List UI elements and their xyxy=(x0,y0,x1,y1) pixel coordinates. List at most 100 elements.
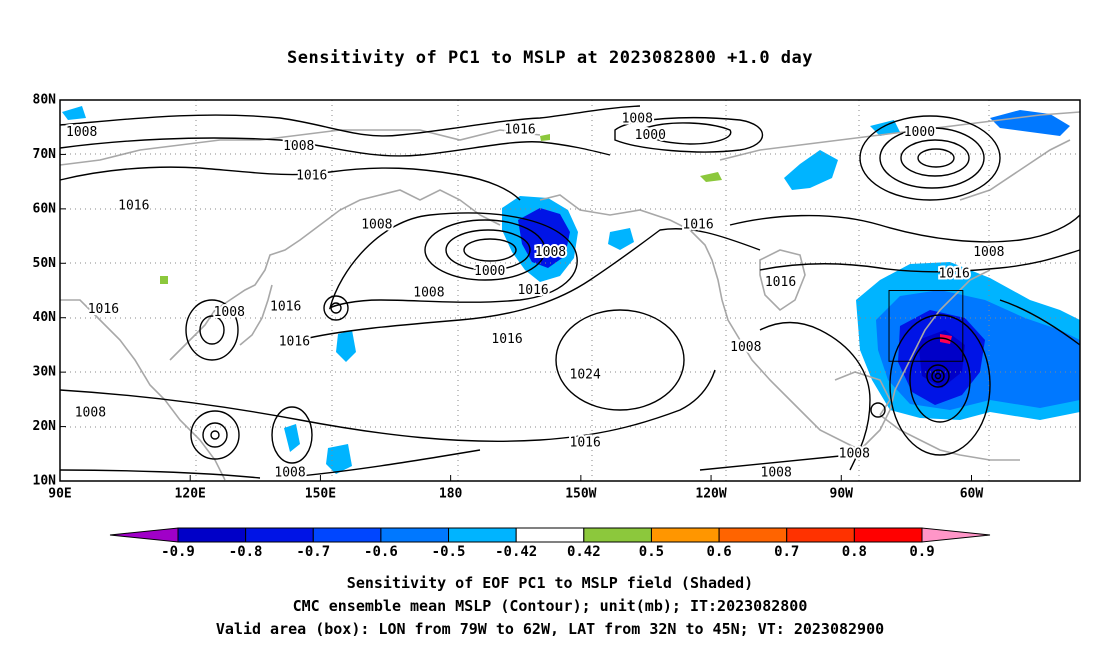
contour-label: 1016 xyxy=(517,283,548,298)
contour-line xyxy=(644,122,732,145)
shade-arctic-sea-light xyxy=(62,106,86,120)
contour-ring xyxy=(190,410,240,460)
coast-japan xyxy=(239,284,273,346)
contour-ring xyxy=(323,295,349,321)
shade-green-3 xyxy=(160,276,168,284)
contour-label: 1008 xyxy=(730,340,761,355)
coast-hudson-bay xyxy=(759,249,806,312)
colorbar-swatch xyxy=(177,527,247,543)
contour-line xyxy=(729,214,1081,243)
shade-pacific-south-light xyxy=(326,444,352,474)
colorbar-swatch xyxy=(380,527,450,543)
colorbar-tick-label: 0.9 xyxy=(909,544,934,560)
lon-tick-label: 150E xyxy=(305,487,336,502)
contour-label: 1000 xyxy=(474,264,505,279)
coast-alaska xyxy=(539,194,723,301)
colorbar-swatch xyxy=(583,527,652,543)
contour-label: 1008 xyxy=(413,286,444,301)
colorbar-swatch xyxy=(650,527,720,543)
shade-green-1 xyxy=(700,172,722,182)
shade-green-2 xyxy=(540,134,550,141)
lat-tick-label: 60N xyxy=(33,201,57,216)
contour-label: 1016 xyxy=(279,335,310,350)
contour-label: 1008 xyxy=(361,218,392,233)
colorbar-high-arrow xyxy=(921,527,991,543)
contour-line xyxy=(759,321,871,471)
colorbar-tick-label: -0.42 xyxy=(495,544,537,560)
contour-ring xyxy=(424,219,546,281)
colorbar-tick-label: 0.42 xyxy=(567,544,601,560)
contour-ring xyxy=(271,406,313,464)
contour-label: 1016 xyxy=(504,122,535,137)
colorbar-swatch xyxy=(312,527,382,543)
lat-tick-label: 70N xyxy=(33,147,57,162)
shade-hawaii-light xyxy=(336,330,356,362)
lat-tick-label: 80N xyxy=(33,93,57,108)
coast-siberia xyxy=(59,129,541,166)
contour-ring xyxy=(879,127,985,189)
sensitivity-shading xyxy=(62,106,1080,474)
contour-label: 1016 xyxy=(682,218,713,233)
coast-east-asia xyxy=(60,299,226,481)
contour-label: 1008 xyxy=(283,139,314,154)
colorbar-tick-label: -0.7 xyxy=(296,544,330,560)
contour-ring xyxy=(909,337,971,423)
mslp-contours xyxy=(59,105,1081,479)
contour-label: 1016 xyxy=(570,435,601,450)
colorbar-swatch xyxy=(448,527,517,543)
contour-label: 1016 xyxy=(118,199,149,214)
contour-ring xyxy=(185,299,239,361)
contour-ring xyxy=(931,369,945,383)
contour-labels: 1008 1008 1016 1016 1016 1008 1000 1000 1008 1008… xyxy=(64,110,1006,483)
colorbar-tick-label: -0.6 xyxy=(364,544,398,560)
page-title: Sensitivity of PC1 to MSLP at 2023082800… xyxy=(286,48,813,68)
contour-label: 1008 xyxy=(761,465,792,480)
colorbar: -0.9 -0.8 -0.7 -0.6 -0.5 -0.42 0.42 0.5 0.6 0.7 0.… xyxy=(109,527,991,560)
coast-china xyxy=(169,189,501,361)
caption-valid-area: Valid area (box): LON from 79W to 62W, L… xyxy=(215,620,885,638)
contour-ring xyxy=(859,115,1001,201)
shade-alaska-light xyxy=(608,228,634,250)
contour-label: 1008 xyxy=(973,245,1004,260)
colorbar-tick-label: -0.8 xyxy=(229,544,263,560)
lon-tick-label: 60W xyxy=(960,487,984,502)
contour-label: 1000 xyxy=(635,128,666,143)
coast-central-america xyxy=(879,414,1020,461)
contour-line xyxy=(328,212,578,310)
coast-canada-arctic xyxy=(719,111,1081,161)
lat-tick-label: 30N xyxy=(33,365,57,380)
contour-ring xyxy=(870,402,886,418)
contour-label: 1008 xyxy=(66,125,97,140)
coast-north-america-west xyxy=(721,299,861,451)
contour-label: 1016 xyxy=(270,299,301,314)
contour-label: 1016 xyxy=(88,302,119,317)
contour-line xyxy=(299,228,761,341)
contour-ring xyxy=(926,364,950,388)
lon-tick-label: 150W xyxy=(565,487,596,502)
contour-line xyxy=(759,249,1081,273)
contour-ring xyxy=(199,315,225,345)
lon-tick-label: 120E xyxy=(175,487,206,502)
shade-north-pacific-strong xyxy=(518,208,570,268)
contour-line xyxy=(699,454,851,471)
contour-ring xyxy=(202,422,228,448)
lon-tick-label: 120W xyxy=(695,487,726,502)
contour-line xyxy=(59,105,641,137)
contour-ring xyxy=(889,314,991,456)
colorbar-tick-label: 0.8 xyxy=(842,544,867,560)
lat-tick-label: 50N xyxy=(33,256,57,271)
colorbar-low-arrow xyxy=(109,527,179,543)
contour-label: 1016 xyxy=(938,267,969,282)
contour-ring xyxy=(210,430,220,440)
contour-ring xyxy=(555,309,685,411)
valid-area-box xyxy=(888,290,964,362)
contour-line xyxy=(59,369,716,442)
lon-tick-label: 90W xyxy=(830,487,854,502)
contour-label: 1024 xyxy=(570,367,601,382)
contour-line xyxy=(59,166,521,201)
contour-label: 1016 xyxy=(296,169,327,184)
caption-contour: CMC ensemble mean MSLP (Contour); unit(m… xyxy=(292,597,808,615)
contour-label: 1016 xyxy=(765,275,796,290)
